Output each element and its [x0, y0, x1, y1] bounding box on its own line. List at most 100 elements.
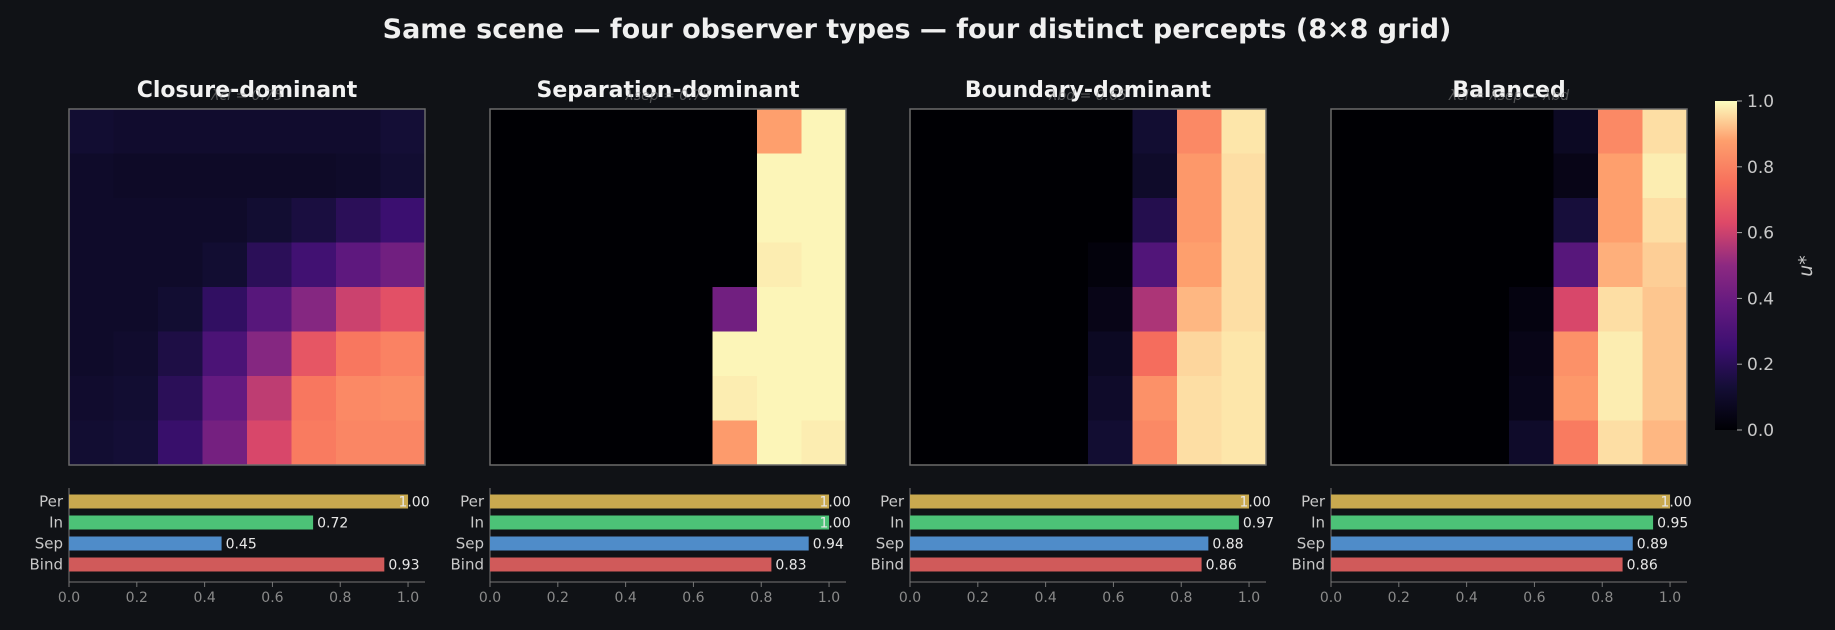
heatmap-cell: [954, 109, 1000, 154]
heatmap-cell: [1088, 331, 1133, 377]
bar-value-label: 1.00: [1239, 495, 1270, 511]
heatmap-cell: [1598, 109, 1643, 154]
heatmap-cell: [1642, 242, 1688, 288]
heatmap-cell: [954, 153, 1000, 199]
heatmap-cell: [1553, 109, 1599, 154]
bar-per: [1331, 494, 1671, 509]
heatmap-cell: [623, 109, 669, 154]
heatmap-cell: [910, 153, 955, 199]
bar-sep: [1331, 536, 1633, 551]
heatmap-cell: [380, 242, 426, 288]
heatmap-cell: [534, 331, 580, 377]
heatmap-cell: [623, 420, 669, 466]
heatmap-cell: [1642, 153, 1688, 199]
heatmap-cell: [69, 242, 114, 288]
bar-value-label: 0.86: [1627, 558, 1658, 574]
heatmap-cell: [202, 198, 248, 243]
bar-category-label: Bind: [451, 556, 485, 574]
heatmap-cell: [380, 376, 426, 421]
heatmap-cell: [623, 287, 669, 332]
panel-subtitle: λsep = 0.75: [625, 88, 711, 104]
bar-xtick-label: 0.8: [329, 590, 351, 606]
heatmap-frame: [489, 108, 847, 466]
heatmap-cell: [1177, 287, 1222, 332]
heatmap-cell: [1642, 109, 1688, 154]
heatmap-cell: [1464, 242, 1510, 288]
heatmap-cell: [1088, 242, 1133, 288]
figure-title: Same scene — four observer types — four …: [383, 14, 1452, 45]
heatmap-cell: [1598, 153, 1643, 199]
heatmap-cell: [1221, 153, 1267, 199]
heatmap-cell: [1132, 153, 1178, 199]
bar-xtick-label: 0.2: [126, 590, 148, 606]
panel-title: Boundary-dominant: [965, 78, 1212, 103]
heatmap-cell: [1043, 287, 1089, 332]
heatmap-cell: [910, 420, 955, 466]
heatmap-cell: [113, 109, 159, 154]
heatmap-cell: [757, 109, 802, 154]
heatmap-cell: [490, 109, 535, 154]
heatmap-cell: [1642, 331, 1688, 377]
heatmap-cell: [1464, 287, 1510, 332]
bar-category-label: Sep: [35, 535, 63, 553]
heatmap-cell: [1177, 153, 1222, 199]
bar-sep: [490, 536, 809, 551]
heatmap-frame: [68, 108, 426, 466]
heatmap-cell: [69, 376, 114, 421]
heatmap-cell: [1088, 376, 1133, 421]
bar-value-label: 0.83: [775, 558, 806, 574]
heatmap-cell: [1464, 198, 1510, 243]
bar-value-label: 1.00: [1660, 495, 1691, 511]
bar-chart: Per 1.00 In 0.95 Sep 0.89 Bind 0.86 0.0 0.2 0.4 0.6…: [1292, 488, 1692, 606]
heatmap-cell: [202, 109, 248, 154]
heatmap-cell: [1375, 109, 1421, 154]
heatmap-cell: [1132, 109, 1178, 154]
heatmap-cell: [668, 287, 713, 332]
heatmap-cell: [1642, 287, 1688, 332]
heatmap-cell: [999, 287, 1044, 332]
heatmap-cell: [1088, 109, 1133, 154]
heatmap-cell: [534, 242, 580, 288]
heatmap-cell: [1509, 242, 1554, 288]
bar-xtick-label: 0.2: [547, 590, 569, 606]
heatmap-cell: [1420, 242, 1465, 288]
bar-value-label: 0.88: [1212, 537, 1243, 553]
heatmap-cell: [291, 109, 337, 154]
bar-in: [69, 515, 314, 530]
heatmap-cell: [954, 287, 1000, 332]
bar-bind: [69, 557, 385, 572]
heatmap-cell: [579, 376, 624, 421]
heatmap-cell: [1331, 420, 1376, 466]
heatmap-cell: [1464, 153, 1510, 199]
heatmap-cell: [1132, 287, 1178, 332]
heatmap-cell: [113, 153, 159, 199]
heatmap-cell: [1553, 242, 1599, 288]
heatmap-cell: [113, 376, 159, 421]
heatmap-cell: [1177, 242, 1222, 288]
bar-sep: [69, 536, 222, 551]
bar-value-label: 1.00: [819, 516, 850, 532]
heatmap-cell: [202, 331, 248, 377]
heatmap-cell: [623, 376, 669, 421]
heatmap-cell: [668, 331, 713, 377]
heatmap-cell: [1420, 109, 1465, 154]
heatmap-cell: [336, 198, 381, 243]
heatmap-cell: [954, 420, 1000, 466]
bar-xtick-label: 0.0: [58, 590, 80, 606]
heatmap-cell: [1375, 153, 1421, 199]
heatmap-cell: [1221, 242, 1267, 288]
bar-xtick-label: 0.6: [1102, 590, 1124, 606]
heatmap-cell: [490, 287, 535, 332]
heatmap-cell: [336, 376, 381, 421]
heatmap-cell: [247, 198, 292, 243]
heatmap-cell: [579, 420, 624, 466]
heatmap-cell: [490, 331, 535, 377]
heatmap-cell: [69, 153, 114, 199]
heatmap-cell: [579, 331, 624, 377]
bar-per: [910, 494, 1250, 509]
heatmap-cell: [712, 153, 758, 199]
heatmap-cell: [712, 376, 758, 421]
colorbar-tick-label: 0.4: [1747, 289, 1774, 309]
heatmap-cell: [1598, 331, 1643, 377]
heatmap-cell: [1331, 242, 1376, 288]
